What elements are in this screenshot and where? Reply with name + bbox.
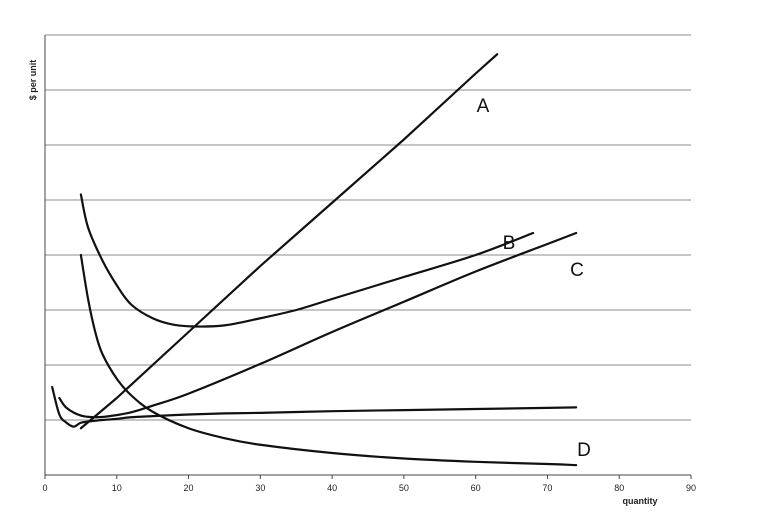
x-tick-label: 60 — [471, 483, 481, 493]
series-line-a — [79, 53, 499, 430]
x-tick-label: 20 — [184, 483, 194, 493]
curve-label-c: C — [570, 260, 584, 281]
x-tick-label: 10 — [112, 483, 122, 493]
curve-label-d: D — [577, 440, 591, 461]
x-tick-label: 0 — [42, 483, 47, 493]
series-line-c — [58, 231, 578, 419]
x-tick-label: 80 — [614, 483, 624, 493]
y-axis-title: $ per unit — [28, 60, 38, 101]
curve-label-a: A — [477, 96, 490, 117]
x-tick-label: 40 — [327, 483, 337, 493]
curve-label-b: B — [503, 233, 516, 254]
series-line-d — [51, 385, 578, 428]
axes — [44, 35, 692, 479]
x-tick-labels: 0 10 20 30 40 50 60 70 80 90 — [42, 483, 696, 493]
curves — [51, 53, 578, 467]
series-line-d-upper — [79, 253, 578, 467]
curve-labels: A B C D — [477, 96, 591, 461]
x-axis-title: quantity — [623, 496, 658, 506]
x-tick-label: 30 — [255, 483, 265, 493]
x-tick-label: 70 — [542, 483, 552, 493]
x-tick-label: 50 — [399, 483, 409, 493]
x-tick-label: 90 — [686, 483, 696, 493]
gridlines — [45, 34, 691, 421]
series-line-b — [79, 193, 535, 328]
